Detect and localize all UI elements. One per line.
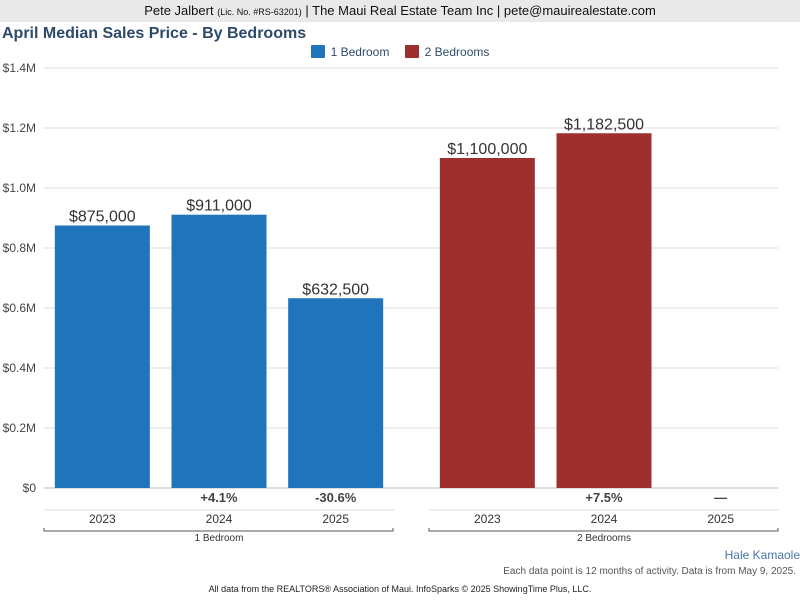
bar-value-label: $1,182,500 xyxy=(564,116,644,133)
legend-swatch-2-bedrooms xyxy=(404,45,419,58)
x-tick-label: 2023 xyxy=(474,512,501,526)
y-tick-label: $0.6M xyxy=(3,301,36,315)
legend-item-1-bedroom[interactable]: 1 Bedroom xyxy=(310,45,390,59)
bar xyxy=(54,225,150,488)
x-tick-label: 2024 xyxy=(206,512,233,526)
group-bracket xyxy=(428,528,779,532)
x-tick-label: 2023 xyxy=(89,512,116,526)
bar-value-label: $875,000 xyxy=(69,209,136,226)
y-tick-label: $0 xyxy=(23,481,37,495)
chart-legend: 1 Bedroom 2 Bedrooms xyxy=(0,45,800,59)
y-tick-label: $0.2M xyxy=(3,421,36,435)
source-credit: All data from the REALTORS® Association … xyxy=(208,584,592,594)
bar xyxy=(288,298,384,488)
x-tick-label: 2024 xyxy=(591,512,618,526)
agent-header: Pete Jalbert (Lic. No. #RS-63201) | The … xyxy=(0,0,800,22)
group-label: 2 Bedrooms xyxy=(577,533,631,544)
bar xyxy=(171,214,267,488)
x-tick-label: 2025 xyxy=(707,512,734,526)
change-label: +7.5% xyxy=(585,490,623,505)
change-label: — xyxy=(714,490,727,505)
y-tick-label: $1.0M xyxy=(3,181,36,195)
legend-swatch-1-bedroom xyxy=(310,45,325,58)
company-email: | The Maui Real Estate Team Inc | pete@m… xyxy=(305,3,656,18)
change-label: -30.6% xyxy=(315,490,357,505)
group-label: 1 Bedroom xyxy=(195,533,244,544)
bar xyxy=(439,158,535,488)
bar-value-label: $632,500 xyxy=(302,281,369,298)
y-tick-label: $0.8M xyxy=(3,241,36,255)
group-bracket xyxy=(43,528,394,532)
change-label: +4.1% xyxy=(200,490,238,505)
bar-value-label: $911,000 xyxy=(186,198,252,215)
legend-label-1-bedroom: 1 Bedroom xyxy=(330,45,390,59)
bar-value-label: $1,100,000 xyxy=(447,141,527,158)
y-tick-label: $0.4M xyxy=(3,361,36,375)
data-footnote: Each data point is 12 months of activity… xyxy=(503,566,796,577)
bar xyxy=(556,133,652,488)
legend-label-2-bedrooms: 2 Bedrooms xyxy=(424,45,490,59)
license-number: (Lic. No. #RS-63201) xyxy=(217,7,302,17)
legend-item-2-bedrooms[interactable]: 2 Bedrooms xyxy=(404,45,490,59)
chart-title: April Median Sales Price - By Bedrooms xyxy=(2,25,307,42)
x-tick-label: 2025 xyxy=(322,512,349,526)
y-tick-label: $1.2M xyxy=(3,121,36,135)
region-label[interactable]: Hale Kamaole xyxy=(724,548,800,562)
agent-name: Pete Jalbert xyxy=(144,3,214,18)
y-tick-label: $1.4M xyxy=(3,61,36,75)
